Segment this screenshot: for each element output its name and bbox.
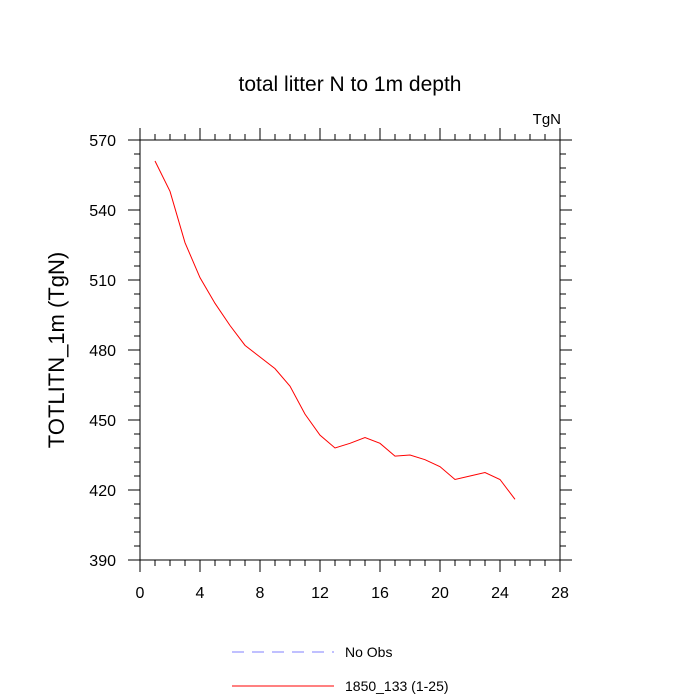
x-tick-label: 20 [431, 585, 449, 602]
y-tick-label: 420 [89, 483, 116, 500]
series-line [154, 160, 516, 500]
y-tick-label: 480 [89, 343, 116, 360]
legend-label: No Obs [345, 644, 392, 660]
y-tick-label: 570 [89, 133, 116, 150]
y-axis-label: TOTLITN_1m (TgN) [44, 252, 69, 448]
x-tick-label: 4 [196, 585, 205, 602]
y-tick-label: 450 [89, 413, 116, 430]
legend: No Obs 1850_133 (1-25) [232, 644, 449, 694]
plot-frame [139, 139, 561, 561]
chart-title: total litter N to 1m depth [239, 73, 462, 96]
y-tick-label: 390 [89, 553, 116, 570]
y-tick-label: 540 [89, 203, 116, 220]
x-tick-label: 24 [491, 585, 509, 602]
x-tick-label: 12 [311, 585, 329, 602]
x-tick-label: 16 [371, 585, 389, 602]
x-tick-label: 8 [256, 585, 265, 602]
legend-label: 1850_133 (1-25) [345, 678, 449, 694]
x-tick-label: 0 [136, 585, 145, 602]
x-tick-label: 28 [551, 585, 569, 602]
units-label: TgN [533, 111, 561, 128]
series-layer [154, 160, 516, 500]
axis-ticks: 0 4 8 12 16 20 24 28 390 420 450 480 510 540 570 [89, 128, 572, 602]
y-tick-label: 510 [89, 273, 116, 290]
